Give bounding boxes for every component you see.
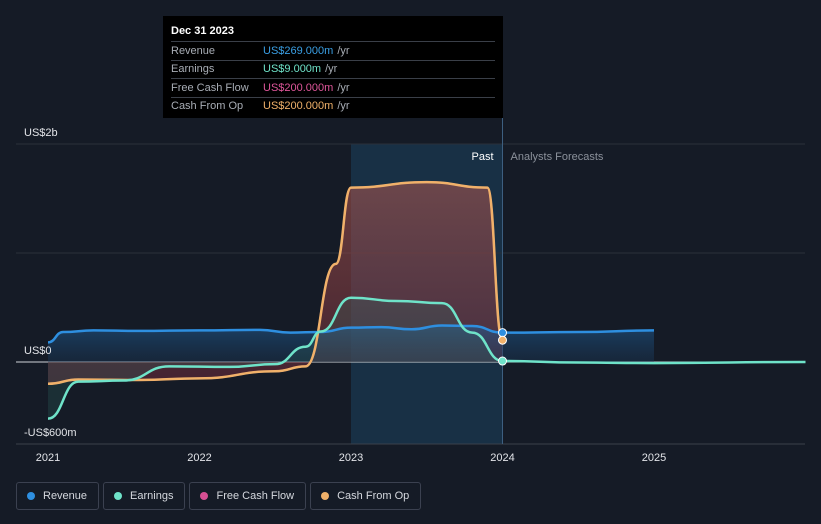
- legend-dot-icon: [321, 492, 330, 500]
- x-tick-label: 2025: [642, 452, 666, 464]
- axis-labels: US$2b US$0 -US$600m 2021 2022 2023 2024 2025 Pas…: [24, 127, 666, 464]
- earnings-area: [48, 297, 806, 419]
- cash-from-op-marker: [498, 335, 507, 345]
- legend-label: Free Cash Flow: [216, 490, 295, 502]
- past-label: Past: [471, 151, 493, 163]
- legend-item-earnings[interactable]: Earnings: [103, 482, 186, 510]
- tooltip-row-cash-from-op: Cash From Op US$200.000m /yr: [171, 96, 495, 116]
- tooltip-value: US$269.000m: [263, 44, 334, 57]
- y-tick-label: -US$600m: [24, 427, 77, 439]
- x-tick-label: 2023: [339, 452, 363, 464]
- tooltip-label: Earnings: [171, 63, 215, 76]
- legend-item-revenue[interactable]: Revenue: [16, 482, 100, 510]
- tooltip-markers: [498, 328, 507, 366]
- tooltip-value: US$9.000m: [263, 63, 322, 76]
- revenue-marker: [498, 328, 507, 338]
- tooltip-label: Cash From Op: [171, 100, 244, 113]
- tooltip-value: US$200.000m: [263, 81, 334, 94]
- chart-legend: Revenue Earnings Free Cash Flow Cash Fro…: [16, 482, 422, 510]
- legend-item-free-cash-flow[interactable]: Free Cash Flow: [189, 482, 307, 510]
- legend-label: Revenue: [43, 490, 88, 502]
- legend-label: Earnings: [130, 490, 174, 502]
- forecast-label: Analysts Forecasts: [511, 151, 604, 163]
- series-lines: [47, 180, 806, 420]
- tooltip-date: Dec 31 2023: [171, 25, 234, 37]
- x-tick-label: 2024: [490, 452, 514, 464]
- legend-dot-icon: [200, 492, 209, 500]
- tooltip-unit: /yr: [337, 81, 350, 94]
- legend-label: Cash From Op: [337, 490, 410, 502]
- cash-from-op-line: [47, 180, 504, 386]
- tooltip-row-earnings: Earnings US$9.000m /yr: [171, 59, 495, 79]
- revenue-line: [47, 324, 655, 344]
- y-tick-label: US$0: [24, 345, 52, 357]
- tooltip-unit: /yr: [325, 63, 338, 76]
- earnings-line: [47, 296, 806, 420]
- legend-dot-icon: [27, 492, 35, 500]
- tooltip: Dec 31 2023 Revenue US$269.000m /yr Earn…: [163, 16, 503, 118]
- earnings-marker: [498, 356, 507, 366]
- tooltip-value: US$200.000m: [263, 100, 334, 113]
- tooltip-row-free-cash-flow: Free Cash Flow US$200.000m /yr: [171, 78, 495, 97]
- x-tick-label: 2021: [36, 452, 60, 464]
- tooltip-unit: /yr: [337, 44, 350, 57]
- legend-dot-icon: [114, 492, 123, 500]
- legend-item-cash-from-op[interactable]: Cash From Op: [310, 482, 422, 510]
- y-tick-label: US$2b: [24, 127, 58, 139]
- tooltip-label: Revenue: [171, 44, 216, 57]
- tooltip-row-revenue: Revenue US$269.000m /yr: [171, 41, 495, 60]
- x-tick-label: 2022: [187, 452, 211, 464]
- tooltip-unit: /yr: [337, 100, 350, 113]
- tooltip-label: Free Cash Flow: [171, 81, 249, 94]
